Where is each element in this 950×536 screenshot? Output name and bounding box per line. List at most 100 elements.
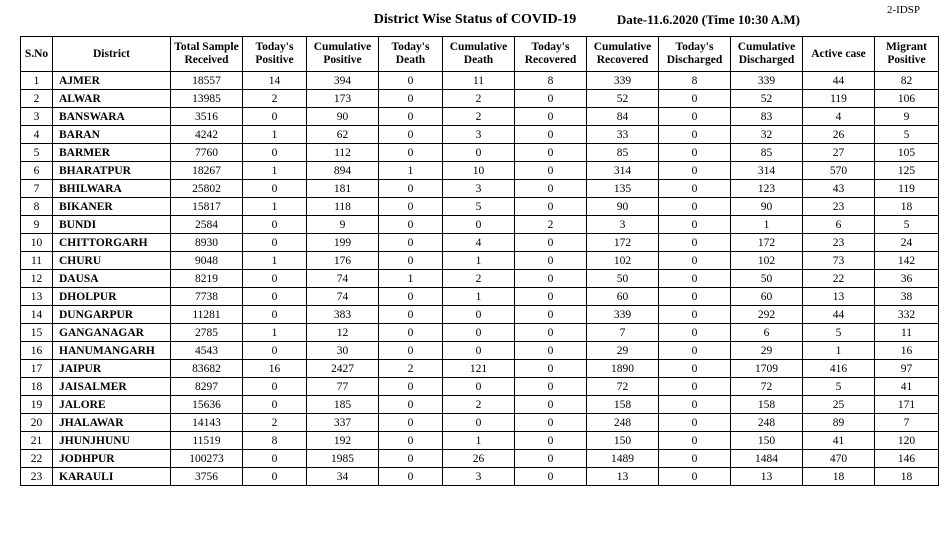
value-cell: 0 [659,216,731,234]
value-cell: 11 [875,324,939,342]
value-cell: 181 [307,180,379,198]
value-cell: 337 [307,414,379,432]
value-cell: 0 [515,126,587,144]
value-cell: 0 [515,378,587,396]
value-cell: 13 [21,288,53,306]
value-cell: 72 [731,378,803,396]
table-row: 1AJMER1855714394011833983394482 [21,72,939,90]
value-cell: 7738 [171,288,243,306]
value-cell: 41 [875,378,939,396]
table-row: 18JAISALMER829707700072072541 [21,378,939,396]
value-cell: 0 [515,450,587,468]
value-cell: 7 [587,324,659,342]
value-cell: 570 [803,162,875,180]
value-cell: 0 [443,342,515,360]
value-cell: 41 [803,432,875,450]
table-row: 6BHARATPUR18267189411003140314570125 [21,162,939,180]
value-cell: 416 [803,360,875,378]
value-cell: 4242 [171,126,243,144]
value-cell: 0 [243,108,307,126]
table-row: 5BARMER776001120008508527105 [21,144,939,162]
value-cell: 0 [515,252,587,270]
value-cell: 4 [803,108,875,126]
value-cell: 0 [379,324,443,342]
value-cell: 0 [379,306,443,324]
district-cell: BHARATPUR [53,162,171,180]
value-cell: 248 [587,414,659,432]
value-cell: 0 [443,306,515,324]
value-cell: 0 [659,180,731,198]
value-cell: 0 [443,144,515,162]
value-cell: 1 [243,324,307,342]
value-cell: 8930 [171,234,243,252]
table-row: 3BANSWARA35160900208408349 [21,108,939,126]
district-cell: JALORE [53,396,171,414]
col-header: CumulativeRecovered [587,37,659,72]
value-cell: 90 [731,198,803,216]
value-cell: 0 [379,90,443,108]
value-cell: 0 [659,306,731,324]
district-cell: KARAULI [53,468,171,486]
value-cell: 82 [875,72,939,90]
col-header: MigrantPositive [875,37,939,72]
value-cell: 173 [307,90,379,108]
value-cell: 0 [515,270,587,288]
value-cell: 120 [875,432,939,450]
value-cell: 0 [379,144,443,162]
table-row: 4BARAN424216203033032265 [21,126,939,144]
value-cell: 314 [731,162,803,180]
value-cell: 83682 [171,360,243,378]
col-header: Today'sDeath [379,37,443,72]
value-cell: 0 [379,180,443,198]
value-cell: 0 [659,450,731,468]
value-cell: 3756 [171,468,243,486]
col-header: CumulativePositive [307,37,379,72]
value-cell: 38 [875,288,939,306]
value-cell: 1 [243,126,307,144]
value-cell: 4543 [171,342,243,360]
value-cell: 33 [587,126,659,144]
value-cell: 13 [731,468,803,486]
value-cell: 0 [243,270,307,288]
value-cell: 0 [243,396,307,414]
value-cell: 36 [875,270,939,288]
value-cell: 12 [21,270,53,288]
value-cell: 0 [379,216,443,234]
value-cell: 29 [587,342,659,360]
col-header: Today'sPositive [243,37,307,72]
district-cell: BUNDI [53,216,171,234]
value-cell: 83 [731,108,803,126]
value-cell: 11519 [171,432,243,450]
value-cell: 3516 [171,108,243,126]
col-header: CumulativeDeath [443,37,515,72]
table-row: 13DHOLPUR7738074010600601338 [21,288,939,306]
value-cell: 0 [379,378,443,396]
table-row: 11CHURU90481176010102010273142 [21,252,939,270]
value-cell: 4 [21,126,53,144]
value-cell: 15817 [171,198,243,216]
table-row: 15GANGANAGAR2785112000706511 [21,324,939,342]
value-cell: 0 [659,378,731,396]
value-cell: 73 [803,252,875,270]
value-cell: 50 [587,270,659,288]
value-cell: 0 [659,126,731,144]
value-cell: 43 [803,180,875,198]
value-cell: 0 [515,414,587,432]
value-cell: 0 [515,162,587,180]
value-cell: 0 [243,306,307,324]
value-cell: 0 [659,90,731,108]
value-cell: 1 [803,342,875,360]
value-cell: 32 [731,126,803,144]
table-row: 7BHILWARA258020181030135012343119 [21,180,939,198]
value-cell: 18 [875,468,939,486]
value-cell: 0 [515,234,587,252]
district-cell: CHITTORGARH [53,234,171,252]
value-cell: 25802 [171,180,243,198]
value-cell: 5 [803,324,875,342]
value-cell: 8 [659,72,731,90]
value-cell: 2 [443,108,515,126]
value-cell: 89 [803,414,875,432]
value-cell: 84 [587,108,659,126]
value-cell: 6 [803,216,875,234]
value-cell: 5 [875,216,939,234]
